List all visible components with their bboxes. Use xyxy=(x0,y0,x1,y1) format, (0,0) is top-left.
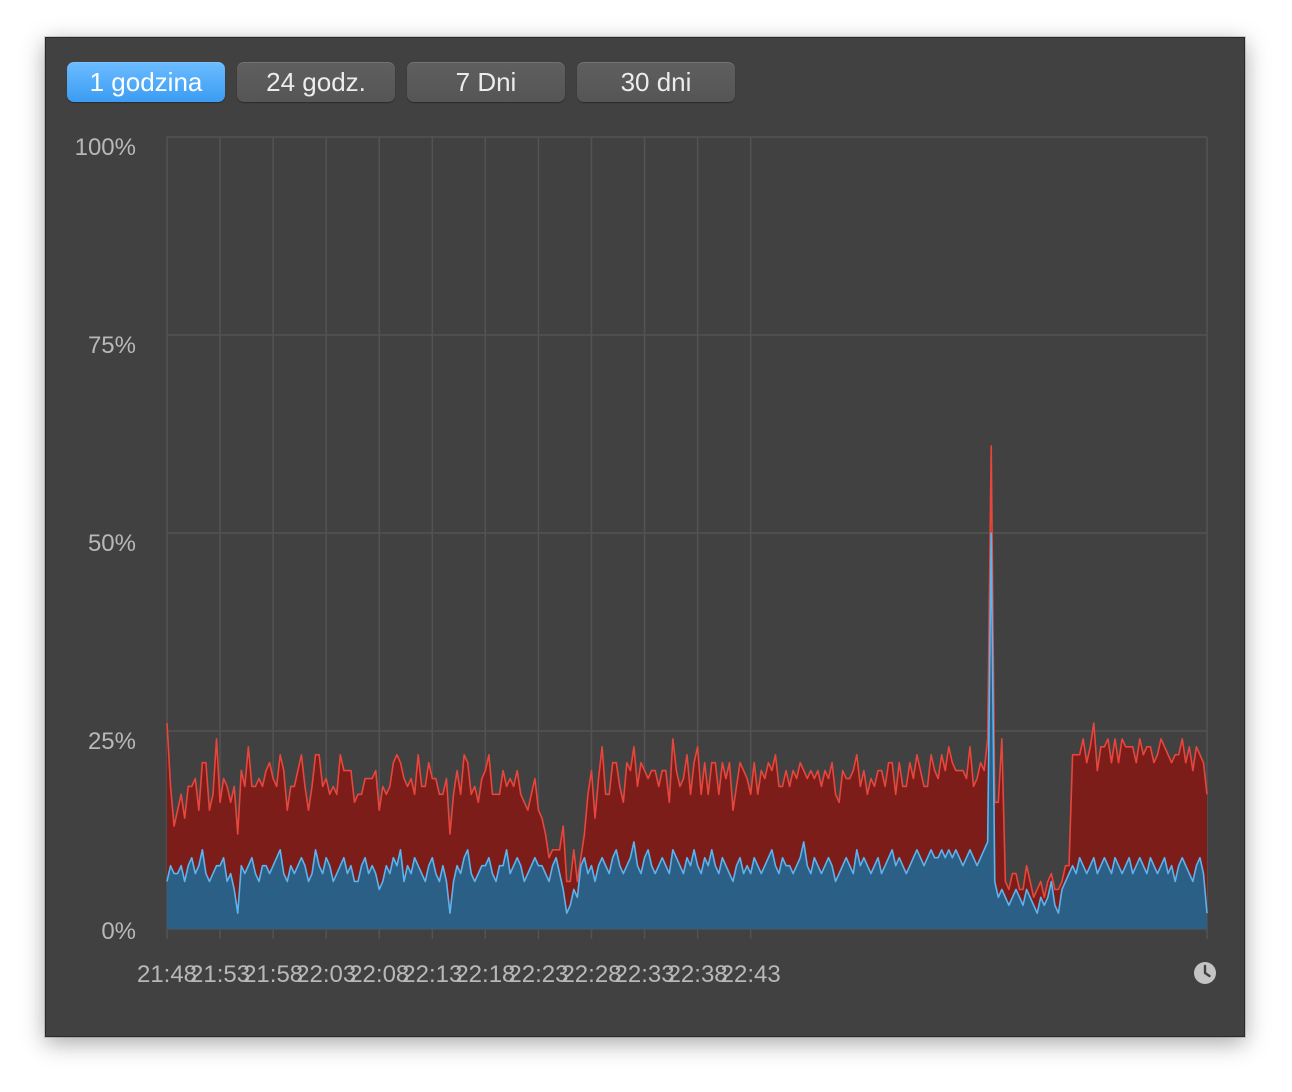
chart-plot xyxy=(166,445,1208,929)
x-tick-label: 22:33 xyxy=(615,961,675,988)
x-tick-label: 22:43 xyxy=(721,961,781,988)
x-tick-label: 21:48 xyxy=(137,961,197,988)
x-tick-label: 22:23 xyxy=(508,961,568,988)
tab-24-hours[interactable]: 24 godz. xyxy=(237,62,395,102)
y-tick-label: 0% xyxy=(101,918,136,945)
tab-1-hour[interactable]: 1 godzina xyxy=(67,62,225,102)
system-load-area xyxy=(167,445,1207,914)
x-tick-label: 22:28 xyxy=(561,961,621,988)
x-tick-label: 21:58 xyxy=(243,961,303,988)
clock-icon[interactable] xyxy=(1193,961,1217,985)
user-load-line xyxy=(166,532,1208,914)
x-tick-label: 22:38 xyxy=(668,961,728,988)
tab-7-days[interactable]: 7 Dni xyxy=(407,62,565,102)
x-tick-label: 22:08 xyxy=(349,961,409,988)
user-load-area xyxy=(167,533,1207,929)
x-tick-label: 21:53 xyxy=(190,961,250,988)
x-tick-label: 22:13 xyxy=(402,961,462,988)
tab-30-days[interactable]: 30 dni xyxy=(577,62,735,102)
y-tick-label: 75% xyxy=(88,332,136,359)
cpu-load-chart: 100% 75% 50% 25% 0%21:4821:5321:5822:0322:08… xyxy=(75,134,1208,988)
y-tick-label: 100% xyxy=(75,134,136,161)
chart-labels: 100% 75% 50% 25% 0%21:4821:5321:5822:0322:08… xyxy=(75,134,781,988)
system-load-line xyxy=(166,445,1208,899)
cpu-history-window: 1 godzina 24 godz. 7 Dni 30 dni 100% 75% 5… xyxy=(45,37,1245,1037)
x-tick-label: 22:03 xyxy=(296,961,356,988)
y-tick-label: 25% xyxy=(88,728,136,755)
y-tick-label: 50% xyxy=(88,530,136,557)
x-tick-label: 22:18 xyxy=(455,961,515,988)
